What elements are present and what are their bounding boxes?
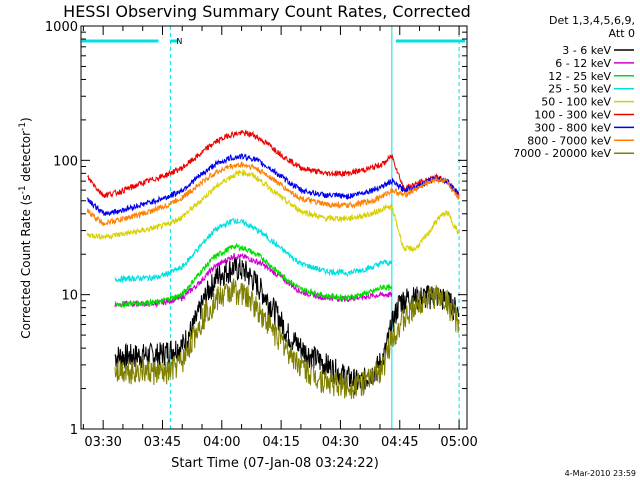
legend-label: 12 - 25 keV [548, 70, 611, 83]
series-line [114, 242, 393, 308]
x-tick-label: 04:00 [203, 435, 240, 450]
x-tick-label: 04:30 [322, 435, 359, 450]
legend-header: Det 1,3,4,5,6,9, [549, 14, 635, 27]
plot-frame [80, 25, 468, 430]
x-tick-label: 03:45 [144, 435, 181, 450]
legend-label: 3 - 6 keV [562, 44, 611, 57]
series-line [86, 161, 460, 227]
legend-label: 7000 - 20000 keV [513, 147, 611, 160]
series-line [114, 217, 393, 284]
y-tick-label: 1 [70, 423, 78, 438]
x-axis-label: Start Time (07-Jan-08 03:24:22) [171, 456, 379, 471]
legend-label: 800 - 7000 keV [527, 134, 611, 147]
y-tick-label: 100 [53, 154, 78, 169]
series-line [86, 153, 460, 216]
annotation-label: N [176, 37, 182, 46]
legend-label: 50 - 100 keV [541, 96, 611, 109]
series-line [114, 257, 460, 395]
legend-label: 300 - 800 keV [534, 121, 611, 134]
series-line [86, 169, 460, 254]
y-axis-label: Corrected Count Rate (s-1 detector-1) [18, 117, 33, 338]
x-tick-label: 04:15 [262, 435, 299, 450]
y-tick-label: 10 [61, 289, 78, 304]
legend-header: Att 0 [609, 27, 635, 40]
chart-title: HESSI Observing Summary Count Rates, Cor… [63, 2, 471, 21]
legend-label: 100 - 300 keV [534, 109, 611, 122]
series-group [86, 129, 460, 400]
legend-label: 6 - 12 keV [555, 57, 611, 70]
series-line [114, 278, 460, 400]
x-tick-label: 04:45 [381, 435, 418, 450]
y-tick-label: 1000 [45, 20, 78, 35]
date-stamp: 4-Mar-2010 23:59 [565, 469, 636, 478]
x-tick-label: 03:30 [84, 435, 121, 450]
y-axis-label-superscript: -1 [18, 185, 28, 194]
x-tick-label: 05:00 [440, 435, 477, 450]
legend-label: 25 - 50 keV [548, 83, 611, 96]
series-line [87, 129, 460, 199]
y-axis-label-superscript: -1 [18, 122, 28, 131]
